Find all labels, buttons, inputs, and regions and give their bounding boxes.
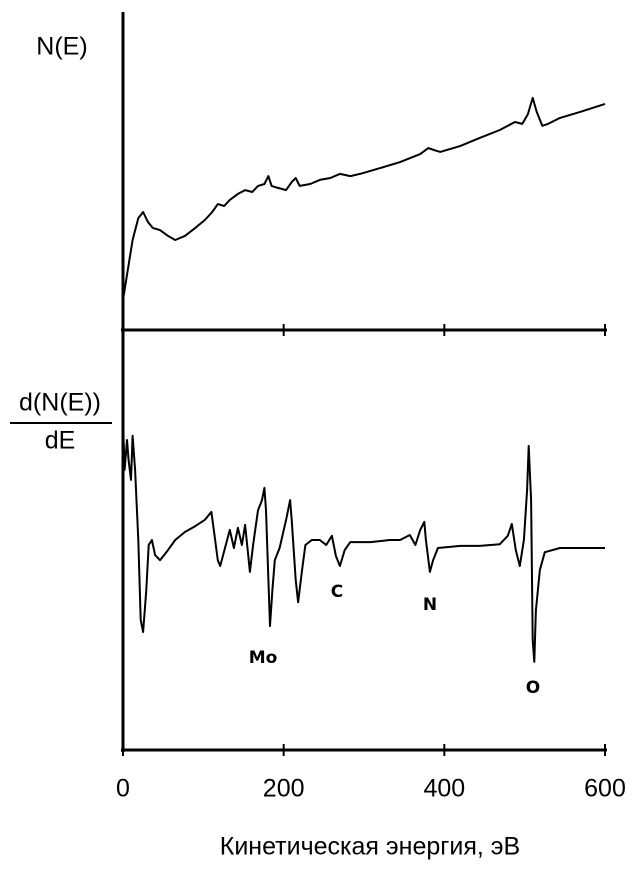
y-axis-label-numerator: d(N(E)) [19,389,101,417]
x-tick-label: 200 [263,775,305,803]
y-axis-label-denominator: dE [45,427,76,455]
x-tick-label: 0 [116,775,130,803]
spectrum-line [122,96,606,301]
y-axis-label: N(E) [36,33,87,61]
peak-label: Mo [249,648,278,668]
peak-label: N [423,595,437,615]
x-tick-label: 400 [423,775,465,803]
spectrum-line [122,419,605,663]
x-axis-label: Кинетическая энергия, эВ [220,833,520,861]
peak-label: C [331,582,343,602]
x-tick-label: 600 [584,775,626,803]
peak-label: O [526,678,540,698]
